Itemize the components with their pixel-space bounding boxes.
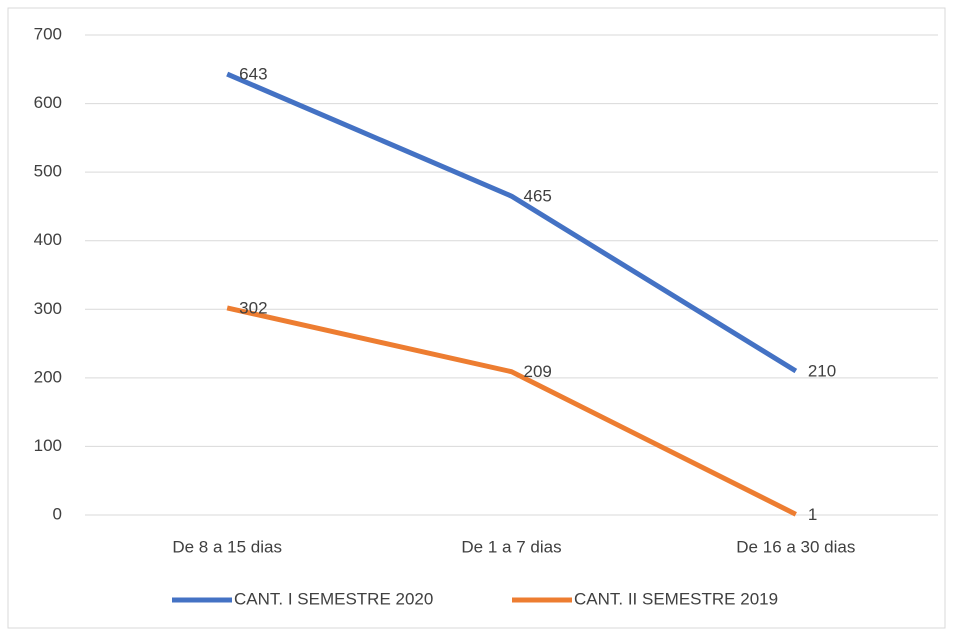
chart-border xyxy=(7,7,946,629)
y-tick-label: 300 xyxy=(34,299,62,318)
data-label: 465 xyxy=(524,187,552,206)
y-tick-label: 500 xyxy=(34,162,62,181)
y-tick-label: 200 xyxy=(34,367,62,386)
series-line xyxy=(226,305,797,517)
legend-label: CANT. I SEMESTRE 2020 xyxy=(234,589,433,608)
y-tick-label: 0 xyxy=(53,504,62,523)
data-label: 209 xyxy=(524,362,552,381)
y-tick-label: 400 xyxy=(34,230,62,249)
x-tick-label: De 16 a 30 dias xyxy=(736,537,855,556)
data-label: 210 xyxy=(808,361,836,380)
y-tick-label: 100 xyxy=(34,436,62,455)
data-label: 1 xyxy=(808,505,817,524)
series-line xyxy=(226,71,798,374)
y-tick-label: 600 xyxy=(34,93,62,112)
data-label: 643 xyxy=(239,65,267,84)
data-label: 302 xyxy=(239,298,267,317)
x-tick-label: De 8 a 15 dias xyxy=(172,537,282,556)
legend-label: CANT. II SEMESTRE 2019 xyxy=(574,589,778,608)
x-tick-label: De 1 a 7 dias xyxy=(461,537,561,556)
y-tick-label: 700 xyxy=(34,24,62,43)
